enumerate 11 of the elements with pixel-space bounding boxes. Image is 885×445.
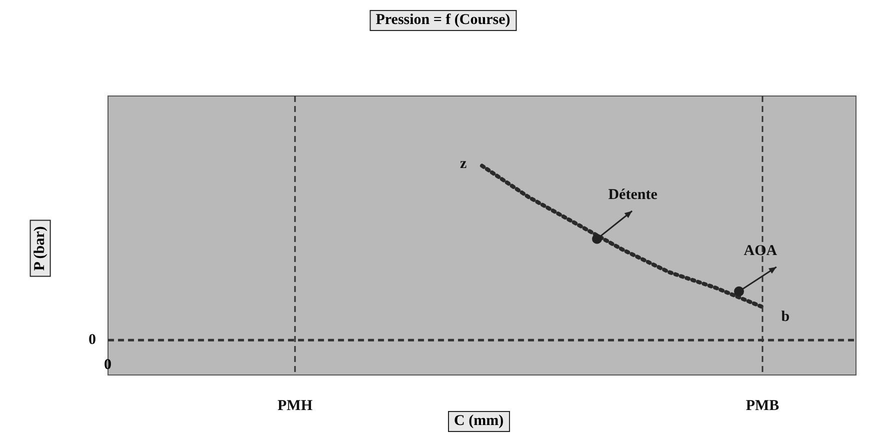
annotation: AOA bbox=[744, 242, 778, 260]
x-tick-label: PMH bbox=[278, 398, 313, 414]
annotation: b bbox=[781, 309, 790, 326]
text: 0 bbox=[104, 357, 112, 374]
x-axis-title: C (mm) bbox=[448, 411, 510, 432]
annotation: Détente bbox=[608, 187, 658, 204]
chart-title: Pression = f (Course) bbox=[370, 10, 516, 31]
annotation: z bbox=[460, 156, 467, 173]
y-axis-title: P (bar) bbox=[30, 220, 51, 277]
ref-line-label: 0 bbox=[88, 332, 96, 348]
x-tick-label: PMB bbox=[746, 398, 780, 414]
